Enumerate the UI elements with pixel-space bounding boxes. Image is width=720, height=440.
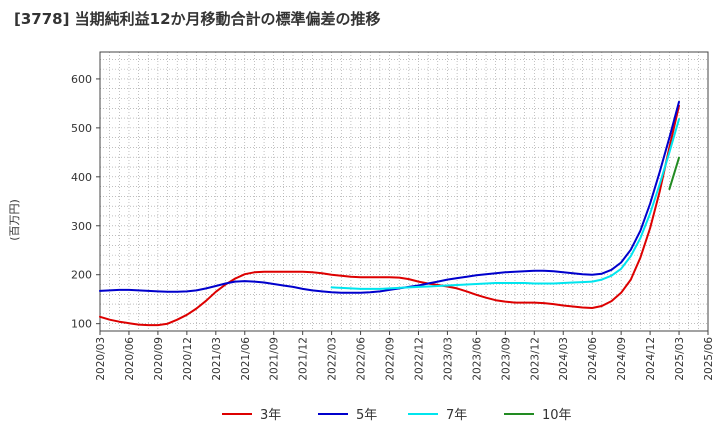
x-tick-label: 2022/03 bbox=[327, 337, 339, 381]
x-tick-label: 2021/06 bbox=[240, 337, 252, 381]
x-tick-label: 2022/06 bbox=[356, 337, 368, 381]
x-tick-label: 2021/03 bbox=[211, 337, 223, 381]
y-axis: 100 200 300 400 500 600 bbox=[71, 73, 100, 331]
legend-label-7年: 7年 bbox=[446, 408, 467, 423]
legend-label-5年: 5年 bbox=[356, 408, 377, 423]
x-tick-label: 2023/06 bbox=[471, 337, 483, 381]
y-tick-label: 400 bbox=[71, 171, 92, 184]
x-axis: 2020/03 2020/06 2020/09 2020/12 2021/03 2021/… bbox=[95, 331, 715, 381]
x-tick-label: 2023/09 bbox=[500, 337, 512, 381]
y-tick-label: 500 bbox=[71, 122, 92, 135]
x-tick-label: 2025/03 bbox=[674, 337, 686, 381]
series-line-3年 bbox=[99, 104, 680, 327]
x-tick-label: 2020/03 bbox=[95, 337, 107, 381]
x-tick-label: 2021/12 bbox=[298, 337, 310, 381]
chart-title: [3778] 当期純利益12か月移動合計の標準偏差の推移 bbox=[14, 10, 381, 28]
legend-label-3年: 3年 bbox=[260, 408, 281, 423]
x-tick-label: 2022/09 bbox=[385, 337, 397, 381]
y-tick-label: 100 bbox=[71, 318, 92, 331]
series-group bbox=[99, 100, 680, 327]
x-tick-label: 2025/06 bbox=[703, 337, 715, 381]
x-tick-label: 2024/09 bbox=[616, 337, 628, 381]
x-tick-label: 2020/06 bbox=[124, 337, 136, 381]
x-tick-label: 2024/12 bbox=[645, 337, 657, 381]
x-tick-label: 2020/12 bbox=[182, 337, 194, 381]
x-tick-label: 2023/03 bbox=[442, 337, 454, 381]
y-tick-label: 200 bbox=[71, 269, 92, 282]
series-line-7年 bbox=[330, 118, 680, 290]
x-tick-label: 2023/12 bbox=[529, 337, 541, 381]
x-tick-label: 2021/09 bbox=[269, 337, 281, 381]
legend-label-10年: 10年 bbox=[542, 408, 572, 423]
y-tick-label: 300 bbox=[71, 220, 92, 233]
x-tick-label: 2024/03 bbox=[558, 337, 570, 381]
x-tick-label: 2022/12 bbox=[413, 337, 425, 381]
series-line-10年 bbox=[668, 156, 680, 191]
grid-lines bbox=[100, 52, 708, 331]
legend: 3年 5年 7年 10年 bbox=[222, 408, 572, 423]
y-tick-label: 600 bbox=[71, 73, 92, 86]
series-line-5年 bbox=[99, 100, 680, 294]
x-tick-label: 2024/06 bbox=[587, 337, 599, 381]
plot-frame bbox=[99, 51, 709, 332]
x-tick-label: 2020/09 bbox=[153, 337, 165, 381]
